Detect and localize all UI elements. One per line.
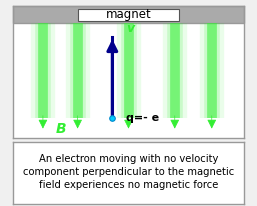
Bar — [13, 6, 244, 23]
Text: An electron moving with no velocity
component perpendicular to the magnetic
fiel: An electron moving with no velocity comp… — [23, 154, 234, 190]
Text: magnet: magnet — [106, 8, 151, 21]
Text: v: v — [126, 22, 134, 35]
Text: q=- e: q=- e — [126, 113, 159, 123]
Bar — [78, 9, 179, 21]
Text: B: B — [56, 122, 67, 136]
